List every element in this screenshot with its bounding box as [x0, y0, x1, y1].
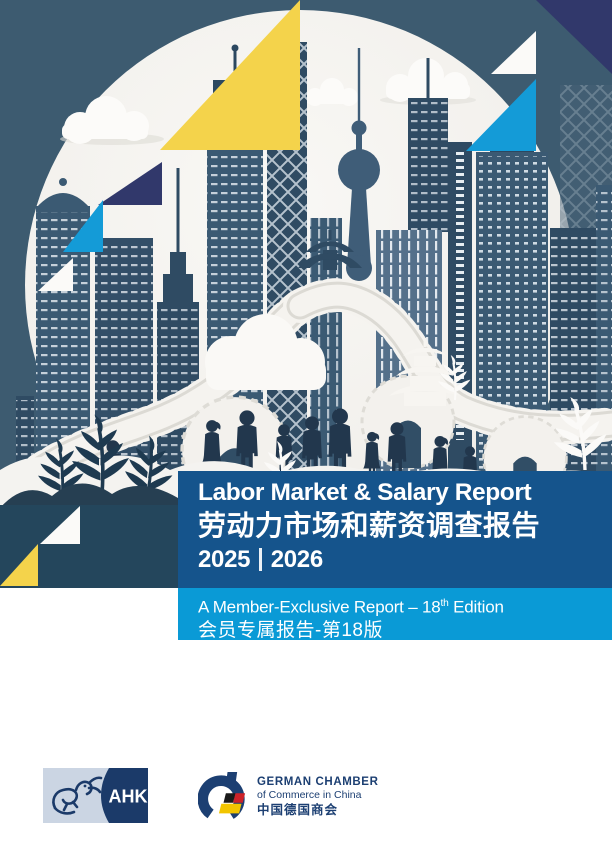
title-chinese: 劳动力市场和薪资调查报告 [198, 510, 541, 541]
pagoda-icon [298, 230, 362, 270]
ahk-label: AHK [109, 787, 148, 807]
g-mark-icon [198, 772, 246, 823]
german-chamber-wordmark: GERMAN CHAMBER of Commerce in China 中国德国… [257, 769, 378, 829]
year-left: 2025 [198, 546, 251, 573]
chamber-name: GERMAN CHAMBER [257, 776, 379, 788]
german-flag-icon [218, 793, 246, 814]
subtitle-english-suffix: Edition [448, 597, 504, 617]
oriental-pearl-tower-icon [338, 48, 380, 281]
subtitle-chinese: 会员专属报告-第18版 [198, 619, 383, 641]
clouds [60, 58, 476, 145]
edition-years: 2025 2026 [198, 543, 612, 576]
subtitle-english-prefix: A Member-Exclusive Report – 18 [198, 597, 441, 617]
year-divider [259, 548, 262, 571]
subtitle-english: A Member-Exclusive Report – 18th Edition [198, 593, 612, 619]
title-banner: Labor Market & Salary Report 劳动力市场和薪资调查报… [178, 471, 612, 588]
chamber-name-chinese: 中国德国商会 [257, 803, 339, 817]
cover-illustration [0, 0, 612, 588]
pagoda-icon [389, 338, 461, 406]
subtitle-banner: A Member-Exclusive Report – 18th Edition… [178, 588, 612, 641]
chamber-tagline: of Commerce in China [257, 789, 362, 801]
accent-triangles [0, 0, 612, 586]
bushes [0, 483, 178, 510]
year-right: 2026 [270, 546, 324, 573]
clouds [205, 314, 326, 390]
title-english: Labor Market & Salary Report [198, 479, 532, 506]
dragon-icon [52, 776, 103, 815]
german-chamber-logo: GERMAN CHAMBER of Commerce in China 中国德国… [198, 769, 378, 829]
ahk-logo: AHK [43, 768, 148, 823]
building [408, 58, 448, 232]
subtitle-english-sup: th [440, 598, 449, 609]
